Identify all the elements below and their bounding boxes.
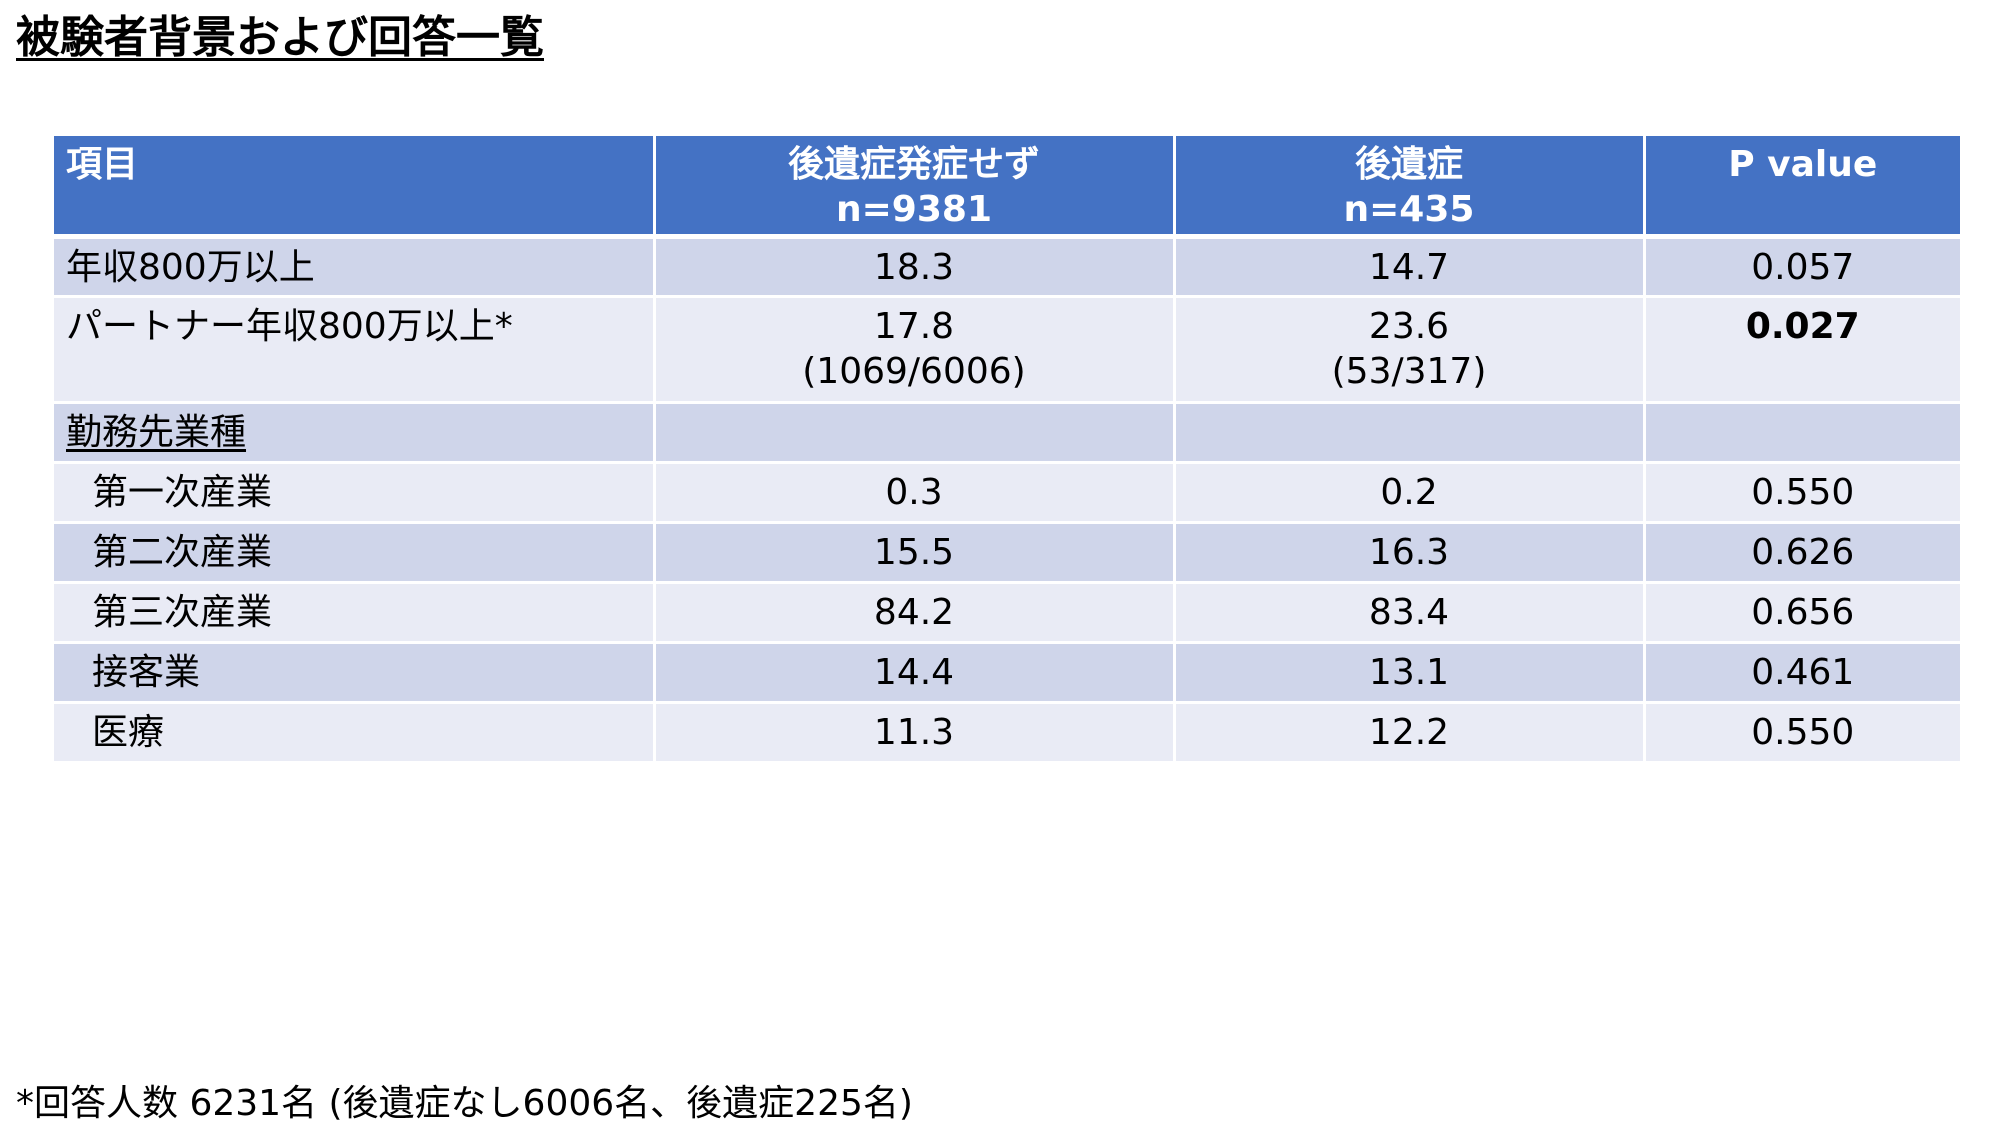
cell-no-sequelae: 0.3 <box>654 462 1176 524</box>
table-row: 年収800万以上 18.3 14.7 0.057 <box>54 236 1960 298</box>
footnote: *回答人数 6231名 (後遺症なし6006名、後遺症225名) <box>16 1083 913 1124</box>
header-no-sequelae-n: n=9381 <box>836 189 992 230</box>
cell-p-value <box>1644 402 1960 464</box>
cell-no-sequelae: 14.4 <box>654 642 1176 704</box>
cell-no-sequelae-value: 17.8 <box>873 305 955 347</box>
cell-no-sequelae: 17.8 (1069/6006) <box>654 296 1176 404</box>
cell-sequelae: 0.2 <box>1174 462 1646 524</box>
cell-no-sequelae-count: (1069/6006) <box>802 350 1026 392</box>
header-sequelae: 後遺症 n=435 <box>1174 136 1646 239</box>
cell-no-sequelae: 15.5 <box>654 522 1176 584</box>
table-row: 医療 11.3 12.2 0.550 <box>54 702 1960 764</box>
cell-no-sequelae: 11.3 <box>654 702 1176 764</box>
cell-no-sequelae: 18.3 <box>654 236 1176 298</box>
cell-no-sequelae <box>654 402 1176 464</box>
cell-p-value: 0.461 <box>1644 642 1960 704</box>
results-table: 項目 後遺症発症せず n=9381 後遺症 n=435 P value 年収80… <box>54 136 1960 764</box>
row-label: 第二次産業 <box>54 522 656 584</box>
table-row: 接客業 14.4 13.1 0.461 <box>54 642 1960 704</box>
cell-sequelae: 12.2 <box>1174 702 1646 764</box>
cell-p-value: 0.656 <box>1644 582 1960 644</box>
cell-p-value-significant: 0.027 <box>1644 296 1960 404</box>
cell-sequelae: 23.6 (53/317) <box>1174 296 1646 404</box>
header-no-sequelae: 後遺症発症せず n=9381 <box>654 136 1176 239</box>
row-label: 第三次産業 <box>54 582 656 644</box>
header-no-sequelae-label: 後遺症発症せず <box>787 144 1040 185</box>
cell-sequelae: 16.3 <box>1174 522 1646 584</box>
table-row: 第一次産業 0.3 0.2 0.550 <box>54 462 1960 524</box>
header-sequelae-label: 後遺症 <box>1354 144 1463 185</box>
page-title: 被験者背景および回答一覧 <box>16 12 544 63</box>
header-p-value-label: P value <box>1728 144 1878 185</box>
table-header-row: 項目 後遺症発症せず n=9381 後遺症 n=435 P value <box>54 136 1960 239</box>
table-row: 第三次産業 84.2 83.4 0.656 <box>54 582 1960 644</box>
cell-sequelae: 83.4 <box>1174 582 1646 644</box>
section-label-cell: 勤務先業種 <box>54 402 656 464</box>
section-label: 勤務先業種 <box>66 411 247 453</box>
cell-sequelae-count: (53/317) <box>1331 350 1487 392</box>
cell-sequelae-value: 23.6 <box>1368 305 1450 347</box>
header-sequelae-n: n=435 <box>1343 189 1475 230</box>
row-label: パートナー年収800万以上* <box>54 296 656 404</box>
cell-sequelae <box>1174 402 1646 464</box>
table-row: パートナー年収800万以上* 17.8 (1069/6006) 23.6 (53… <box>54 296 1960 404</box>
cell-p-value: 0.550 <box>1644 462 1960 524</box>
table-row-section: 勤務先業種 <box>54 402 1960 464</box>
header-p-value: P value <box>1644 136 1960 239</box>
cell-no-sequelae: 84.2 <box>654 582 1176 644</box>
row-label: 医療 <box>54 702 656 764</box>
cell-p-value: 0.626 <box>1644 522 1960 584</box>
row-label: 年収800万以上 <box>54 236 656 298</box>
cell-p-value: 0.550 <box>1644 702 1960 764</box>
header-item-label: 項目 <box>66 144 139 185</box>
cell-sequelae: 13.1 <box>1174 642 1646 704</box>
table-row: 第二次産業 15.5 16.3 0.626 <box>54 522 1960 584</box>
header-item: 項目 <box>54 136 656 239</box>
row-label: 第一次産業 <box>54 462 656 524</box>
cell-sequelae: 14.7 <box>1174 236 1646 298</box>
row-label: 接客業 <box>54 642 656 704</box>
cell-p-value: 0.057 <box>1644 236 1960 298</box>
